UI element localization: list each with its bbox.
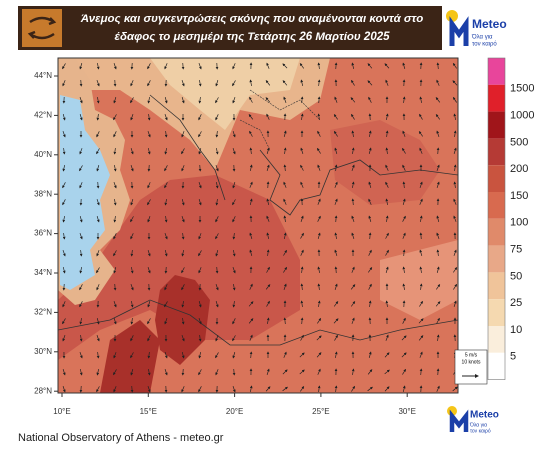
wind-arrow — [98, 182, 99, 188]
colorbar-label: 5 — [510, 351, 516, 363]
logo-tagline: τον καιρό — [470, 427, 491, 434]
scale-text: 5 m/s — [465, 352, 478, 358]
colorbar-label: 500 — [510, 136, 528, 148]
colorbar-swatch — [488, 85, 505, 112]
colorbar-label: 100 — [510, 217, 528, 229]
colorbar-label: 150 — [510, 190, 528, 202]
lon-label: 15°E — [140, 407, 157, 416]
lat-label: 42°N — [34, 111, 52, 120]
lon-label: 20°E — [226, 407, 243, 416]
colorbar-swatch — [488, 246, 505, 273]
logo-name: Meteo — [470, 410, 499, 421]
colorbar-label: 50 — [510, 270, 522, 282]
colorbar-swatch — [488, 272, 505, 299]
lat-label: 28°N — [34, 386, 52, 395]
colorbar-swatch — [488, 192, 505, 219]
lat-label: 30°N — [34, 347, 52, 356]
colorbar-swatch — [488, 58, 505, 85]
lat-label: 36°N — [34, 229, 52, 238]
lat-label: 38°N — [34, 189, 52, 198]
lat-label: 44°N — [34, 71, 52, 80]
lat-label: 34°N — [34, 268, 52, 277]
title-line: έδαφος το μεσημέρι της Τετάρτης 26 Μαρτί… — [114, 31, 390, 43]
title-line: Άνεμος και συγκεντρώσεις σκόνης που αναμ… — [80, 13, 424, 25]
wind-arrow — [183, 63, 184, 69]
colorbar-swatch — [488, 353, 505, 380]
logo-m — [452, 416, 466, 432]
lat-label: 32°N — [34, 308, 52, 317]
lon-label: 25°E — [312, 407, 329, 416]
lon-label: 10°E — [53, 407, 70, 416]
logo-name: Meteo — [472, 17, 507, 31]
colorbar-swatch — [488, 138, 505, 165]
colorbar-swatch — [488, 112, 505, 139]
logo-tagline: Όλα για — [471, 35, 493, 41]
logo-tagline: τον καιρό — [472, 41, 497, 48]
scale-text: 10 knots — [462, 359, 481, 365]
lat-label: 40°N — [34, 150, 52, 159]
colorbar-label: 10 — [510, 324, 522, 336]
colorbar-swatch — [488, 219, 505, 246]
colorbar-swatch — [488, 165, 505, 192]
colorbar-label: 200 — [510, 163, 528, 175]
colorbar: 1500 1000 500 200 150 100 75 50 25 10 5 — [488, 58, 534, 380]
wind-icon — [22, 9, 62, 47]
colorbar-label: 25 — [510, 297, 522, 309]
lon-label: 30°E — [398, 407, 415, 416]
colorbar-label: 1500 — [510, 83, 534, 95]
footer: National Observatory of Athens - meteo.g… — [18, 432, 224, 444]
colorbar-swatch — [488, 326, 505, 353]
map — [58, 58, 458, 393]
colorbar-swatch — [488, 299, 505, 326]
colorbar-label: 75 — [510, 244, 522, 256]
colorbar-label: 1000 — [510, 110, 534, 122]
